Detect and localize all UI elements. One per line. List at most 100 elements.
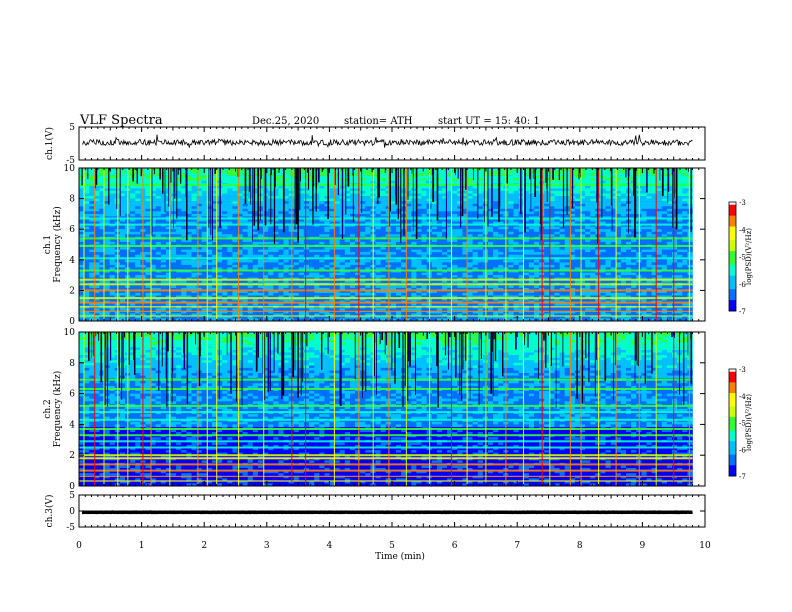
spectrogram-cell [104, 178, 110, 181]
spectrogram-cell [462, 193, 468, 197]
spectrogram-cell [201, 203, 208, 207]
spectrogram-cell [278, 252, 284, 255]
spectrogram-cell [436, 229, 443, 232]
spectrogram-cell [401, 262, 407, 266]
spectrogram-cell [150, 208, 156, 212]
spectrogram-cell [186, 219, 192, 222]
spectrogram-cell [436, 190, 443, 194]
spectrogram-cell [176, 247, 182, 250]
spectrogram-cell [554, 170, 560, 174]
spectrogram-cell [651, 203, 657, 207]
spectrogram-cell [646, 262, 652, 266]
spectrogram-cell [467, 175, 473, 179]
spectrogram-cell [564, 234, 571, 238]
spectrogram-cell [421, 168, 427, 171]
spectrogram-cell [84, 254, 90, 258]
spectrogram-cell [247, 247, 254, 250]
spectrogram-cell [365, 252, 371, 255]
spectrogram-cell [661, 234, 668, 238]
spectrogram-cell [104, 206, 110, 210]
spectrogram-cell [569, 247, 576, 250]
spectrogram-cell [273, 226, 279, 230]
spectrogram-cell [273, 201, 279, 204]
spectrogram-cell [160, 208, 167, 212]
spectrogram-cell [390, 229, 397, 232]
spectrogram-cell [682, 175, 688, 179]
spectrogram-cell [493, 185, 499, 189]
spectrogram-cell [477, 211, 484, 215]
spectrogram-cell [380, 247, 386, 250]
spectrogram-cell [590, 259, 596, 263]
spectrogram-cell [672, 226, 678, 230]
spectrogram-cell [564, 226, 571, 230]
spectrogram-cell [411, 206, 417, 210]
spectrogram-cell [303, 193, 310, 197]
spectrogram-cell [431, 254, 438, 258]
spectrogram-cell [206, 234, 213, 238]
spectrogram-cell [528, 249, 535, 253]
spectrogram-cell [309, 259, 315, 263]
spectrogram-cell [447, 219, 453, 222]
spectrogram-cell [278, 190, 284, 194]
spectrogram-cell [181, 249, 187, 253]
spectrogram-cell [150, 239, 156, 243]
spectrogram-cell [298, 196, 305, 199]
spectrogram-cell [165, 213, 172, 217]
spectrogram-cell [344, 226, 351, 230]
spectrogram-cell [273, 229, 279, 232]
spectrogram-cell [498, 219, 504, 222]
spectrogram-cell [344, 188, 351, 192]
spectrogram-cell [687, 264, 693, 268]
spectrogram-cell [165, 239, 172, 243]
spectrogram-cell [232, 241, 238, 245]
spectrogram-cell [283, 178, 289, 181]
spectrogram-cell [559, 239, 565, 243]
spectrogram-cell [365, 254, 371, 258]
spectrogram-cell [119, 173, 126, 176]
spectrogram-cell [247, 206, 254, 210]
spectrogram-cell [283, 193, 289, 197]
spectrogram-cell [191, 190, 197, 194]
spectrogram-cell [150, 219, 156, 222]
spectrogram-cell [457, 226, 463, 230]
spectrogram-cell [457, 234, 463, 238]
spectrogram-cell [84, 259, 90, 263]
spectrogram-cell [350, 206, 356, 210]
spectrogram-cell [293, 249, 300, 253]
spectrogram-cell [181, 254, 187, 258]
spectrogram-cell [350, 241, 356, 245]
spectrogram-cell [600, 196, 606, 199]
spectrogram-cell [646, 252, 652, 255]
spectrogram-cell [528, 219, 535, 222]
spectrogram-cell [350, 213, 356, 217]
spectrogram-cell [176, 201, 182, 204]
spectrogram-cell [150, 249, 156, 253]
spectrogram-cell [605, 193, 611, 197]
spectrogram-cell [615, 203, 622, 207]
spectrogram-cell [462, 247, 468, 250]
spectrogram-cell [196, 239, 202, 243]
spectrogram-cell [283, 262, 289, 266]
spectrogram-cell [472, 175, 478, 179]
spectrogram-cell [344, 196, 351, 199]
spectrogram-cell [334, 211, 340, 215]
spectrogram-cell [278, 247, 284, 250]
spectrogram-cell [661, 249, 668, 253]
spectrogram-cell [232, 180, 238, 184]
spectrogram-cell [457, 252, 463, 255]
spectrogram-cell [590, 185, 596, 189]
spectrogram-cell [227, 196, 233, 199]
spectrogram-cell [171, 247, 177, 250]
spectrogram-cell [278, 175, 284, 179]
spectrogram-cell [252, 188, 259, 192]
spectrogram-cell [150, 178, 156, 181]
spectrogram-cell [590, 254, 596, 258]
spectrogram-cell [610, 206, 617, 210]
spectrogram-cell [646, 201, 652, 204]
spectrogram-cell [666, 252, 673, 255]
spectrogram-cell [626, 241, 632, 245]
spectrogram-cell [574, 221, 581, 225]
spectrogram-cell [600, 185, 606, 189]
spectrogram-cell [165, 226, 172, 230]
spectrogram-cell [595, 259, 601, 263]
